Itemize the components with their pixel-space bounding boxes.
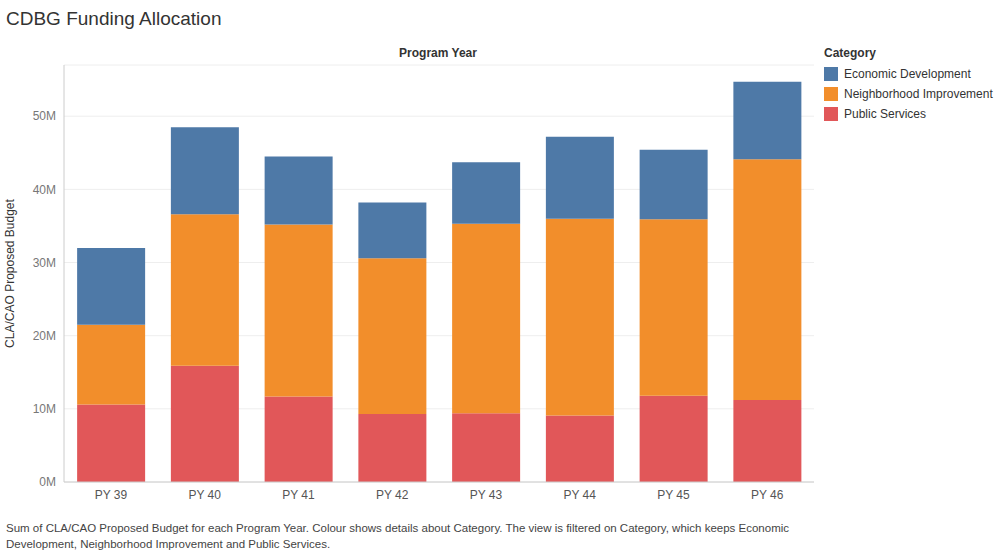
svg-text:PY 44: PY 44 xyxy=(563,488,596,502)
svg-text:50M: 50M xyxy=(33,109,56,123)
html-text:Sum of CLA/CAO Proposed Budget: Sum of CLA/CAO Proposed Budget for each … xyxy=(6,522,789,550)
svg-text:CLA/CAO Proposed Budget: CLA/CAO Proposed Budget xyxy=(8,198,17,347)
html-text:Neighborhood Improvement: Neighborhood Improvement xyxy=(844,87,993,101)
svg-text:0M: 0M xyxy=(39,475,56,489)
svg-text:PY 43: PY 43 xyxy=(470,488,503,502)
svg-text:40M: 40M xyxy=(33,183,56,197)
svg-text:PY 39: PY 39 xyxy=(95,488,128,502)
svg-text:30M: 30M xyxy=(33,256,56,270)
svg-text:10M: 10M xyxy=(33,402,56,416)
html-text:Category: Category xyxy=(824,46,876,60)
svg-text:PY 45: PY 45 xyxy=(657,488,690,502)
svg-text:PY 46: PY 46 xyxy=(751,488,784,502)
html-text:Public Services: Public Services xyxy=(844,107,926,121)
html-text:Economic Development: Economic Development xyxy=(844,67,971,81)
svg-text:PY 40: PY 40 xyxy=(188,488,221,502)
html-text:Program Year: Program Year xyxy=(399,46,477,60)
html-text:CDBG Funding Allocation: CDBG Funding Allocation xyxy=(6,8,222,29)
svg-text:20M: 20M xyxy=(33,329,56,343)
svg-text:PY 42: PY 42 xyxy=(376,488,409,502)
svg-text:PY 41: PY 41 xyxy=(282,488,315,502)
